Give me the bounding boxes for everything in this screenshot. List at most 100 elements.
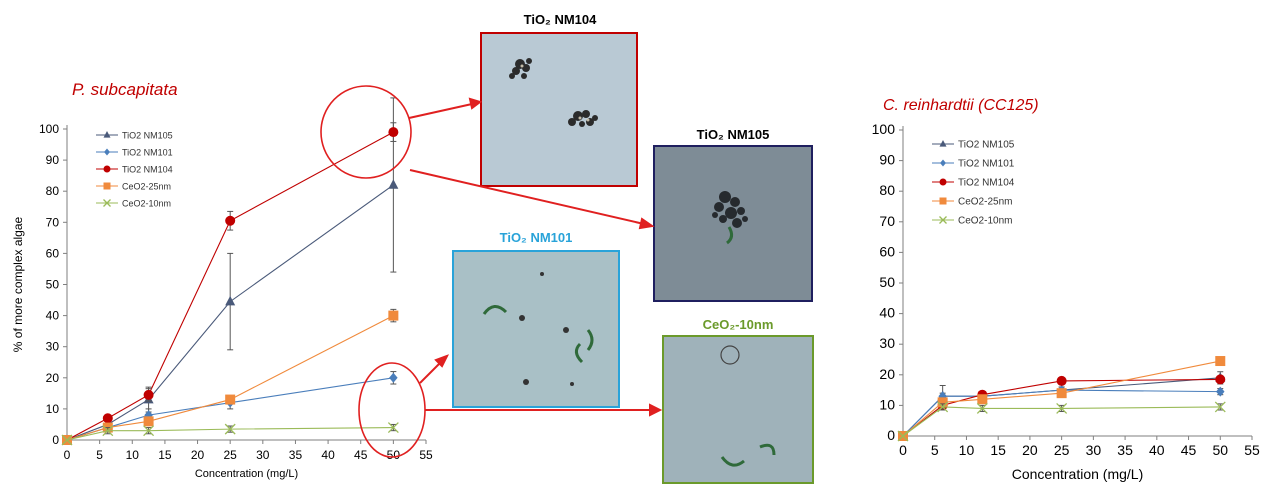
- x-tick-label: 25: [1054, 442, 1070, 458]
- image-caption-ceo2: CeO₂-10nm: [702, 317, 774, 332]
- left-chart-title: P. subcapitata: [72, 80, 178, 99]
- y-tick-label: 90: [879, 152, 895, 168]
- legend-label: TiO2 NM104: [958, 178, 1015, 189]
- x-tick-label: 10: [959, 442, 975, 458]
- x-tick-label: 30: [1086, 442, 1102, 458]
- data-point: [388, 127, 399, 138]
- x-tick-label: 30: [256, 448, 270, 462]
- x-tick-label: 55: [1244, 442, 1260, 458]
- data-point: [143, 425, 155, 437]
- series-tio2-nm101: [62, 371, 398, 445]
- legend-item: TiO2 NM101: [96, 148, 173, 158]
- x-tick-label: 5: [96, 448, 103, 462]
- legend-marker: [104, 148, 110, 156]
- legend-marker: [939, 197, 947, 205]
- x-tick-label: 40: [1149, 442, 1165, 458]
- x-tick-label: 45: [354, 448, 368, 462]
- legend-item: TiO2 NM105: [96, 131, 173, 141]
- y-tick-label: 70: [46, 215, 60, 229]
- legend-label: TiO2 NM101: [122, 148, 173, 158]
- x-tick-label: 10: [126, 448, 140, 462]
- y-tick-label: 40: [46, 309, 60, 323]
- data-point: [225, 215, 236, 226]
- y-tick-label: 80: [46, 184, 60, 198]
- x-tick-label: 40: [321, 448, 335, 462]
- x-tick-label: 35: [1117, 442, 1133, 458]
- y-tick-label: 40: [879, 305, 895, 321]
- legend: TiO2 NM105 TiO2 NM101 TiO2 NM104 CeO2-25nm C…: [96, 131, 173, 209]
- micrograph-ceo2: [662, 335, 814, 484]
- y-tick-label: 10: [879, 396, 895, 412]
- legend-item: TiO2 NM104: [96, 165, 173, 175]
- legend-marker: [103, 182, 111, 190]
- y-tick-label: 60: [46, 246, 60, 260]
- data-point: [1056, 375, 1067, 386]
- micrograph-nm105: [653, 145, 813, 302]
- legend-item: TiO2 NM104: [932, 178, 1015, 189]
- arrowhead-ceo2: [649, 403, 663, 417]
- x-tick-label: 50: [1212, 442, 1228, 458]
- legend-label: CeO2-10nm: [122, 199, 171, 209]
- y-tick-label: 90: [46, 153, 60, 167]
- y-tick-label: 20: [46, 371, 60, 385]
- y-tick-label: 80: [879, 182, 895, 198]
- legend-label: CeO2-25nm: [958, 197, 1012, 208]
- legend-item: CeO2-25nm: [96, 182, 171, 192]
- data-point: [1215, 374, 1226, 385]
- data-point: [389, 372, 398, 383]
- legend-marker: [940, 159, 946, 167]
- legend-label: TiO2 NM104: [122, 165, 173, 175]
- x-axis-label: Concentration (mg/L): [195, 468, 298, 480]
- micrograph-nm101: [452, 250, 620, 408]
- legend-label: TiO2 NM105: [958, 140, 1015, 151]
- legend-label: TiO2 NM105: [122, 131, 173, 141]
- data-point: [388, 310, 399, 321]
- data-point: [143, 389, 154, 400]
- x-tick-label: 5: [931, 442, 939, 458]
- image-caption-nm105: TiO₂ NM105: [696, 127, 770, 142]
- x-tick-label: 15: [158, 448, 172, 462]
- data-point: [937, 401, 949, 413]
- legend-marker: [103, 199, 111, 207]
- y-tick-label: 100: [872, 121, 896, 137]
- legend-marker: [939, 139, 947, 147]
- x-tick-label: 55: [419, 448, 433, 462]
- x-tick-label: 20: [191, 448, 205, 462]
- series-line: [902, 360, 1221, 437]
- y-tick-label: 0: [887, 427, 895, 443]
- right-chart-title: C. reinhardtii (CC125): [883, 97, 1039, 114]
- y-tick-label: 60: [879, 243, 895, 259]
- legend-label: CeO2-10nm: [958, 216, 1012, 227]
- y-axis-label: % of more complex algae: [11, 216, 25, 352]
- data-point: [1215, 356, 1226, 367]
- x-tick-label: 35: [289, 448, 303, 462]
- y-tick-label: 50: [879, 274, 895, 290]
- data-point: [61, 434, 73, 446]
- legend-label: CeO2-25nm: [122, 182, 171, 192]
- x-tick-label: 45: [1181, 442, 1197, 458]
- x-tick-label: 25: [224, 448, 238, 462]
- right-chart: 0 10 20 30 40 50 60 70 80 90 100 0 5 10 15 20 25 30 35 40 45…: [872, 121, 1260, 482]
- left-chart: 0 10 20 30 40 50 60 70 80 90 100 0 5 10 15 20 25 30 35 40 45…: [11, 97, 433, 480]
- arrowhead-nm104: [468, 97, 483, 110]
- data-point: [143, 416, 154, 427]
- x-tick-label: 20: [1022, 442, 1038, 458]
- data-point: [1216, 386, 1225, 397]
- legend-item: CeO2-10nm: [96, 199, 171, 209]
- micrograph-nm104: [480, 32, 638, 187]
- series-tio2-nm105: [62, 97, 399, 444]
- data-point: [1056, 388, 1067, 399]
- data-point: [388, 179, 399, 189]
- legend-marker: [103, 165, 111, 173]
- image-caption-nm101: TiO₂ NM101: [499, 230, 573, 245]
- x-tick-label: 0: [899, 442, 907, 458]
- series-ceo2-25nm: [898, 356, 1226, 441]
- data-point: [976, 403, 988, 414]
- data-point: [102, 413, 113, 424]
- data-point: [897, 430, 909, 442]
- legend-item: CeO2-25nm: [932, 197, 1012, 208]
- y-tick-label: 30: [879, 335, 895, 351]
- legend-marker: [103, 130, 111, 138]
- y-tick-label: 100: [39, 122, 59, 136]
